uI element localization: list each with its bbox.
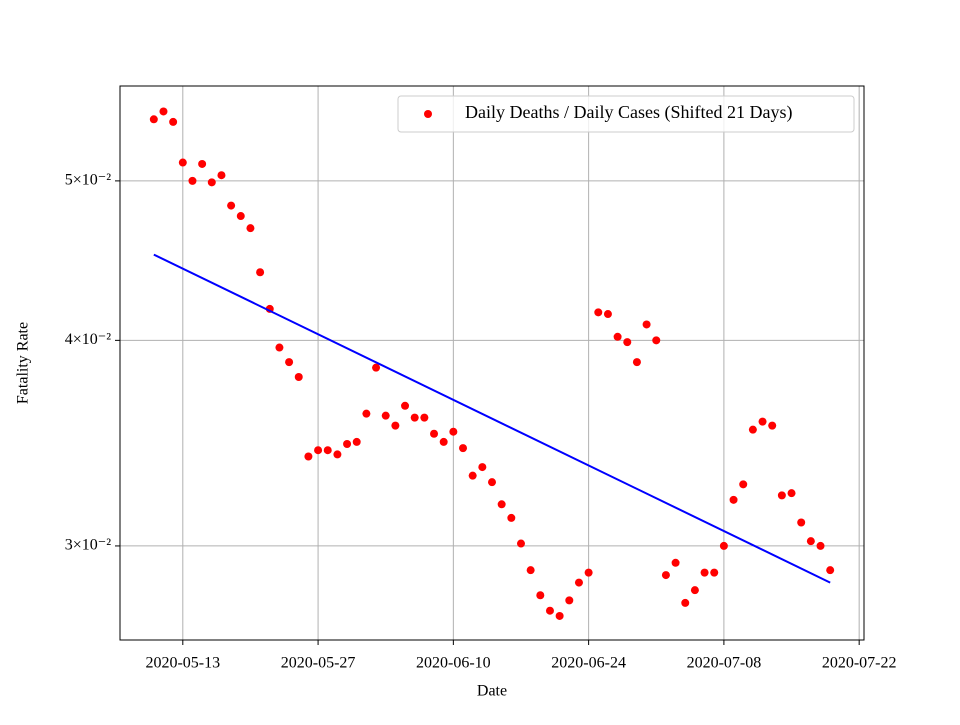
data-point [690, 586, 699, 595]
data-point [748, 425, 757, 434]
trend-line [153, 253, 831, 584]
data-point [294, 373, 303, 382]
data-point [333, 450, 342, 459]
legend: Daily Deaths / Daily Cases (Shifted 21 D… [397, 95, 855, 133]
data-point [323, 446, 332, 455]
data-point [352, 437, 361, 446]
data-point [149, 115, 158, 124]
data-point [797, 518, 806, 527]
data-point [430, 429, 439, 438]
x-tick-label: 2020-06-10 [416, 655, 491, 672]
data-point [362, 409, 371, 418]
data-point [545, 606, 554, 615]
legend-label: Daily Deaths / Daily Cases (Shifted 21 D… [465, 102, 792, 123]
data-point [391, 421, 400, 430]
data-point [806, 537, 815, 546]
data-point [497, 500, 506, 509]
y-axis-label: Fatality Rate [15, 322, 32, 404]
x-tick-label: 2020-06-24 [551, 655, 626, 672]
data-point [555, 611, 564, 620]
y-tick-label: 3×10⁻² [65, 537, 111, 554]
data-point [169, 117, 178, 126]
data-point [256, 268, 265, 277]
data-point [449, 427, 458, 436]
data-point [816, 541, 825, 550]
legend-box [397, 95, 855, 133]
data-point [777, 491, 786, 500]
data-point [372, 363, 381, 372]
data-point [507, 513, 516, 522]
data-point [410, 413, 419, 422]
data-point [671, 558, 680, 567]
data-point [536, 591, 545, 600]
data-point [526, 566, 535, 575]
data-point [603, 310, 612, 319]
data-point [217, 171, 226, 180]
data-point [275, 343, 284, 352]
data-point [652, 336, 661, 345]
data-point [343, 439, 352, 448]
data-point [739, 480, 748, 489]
data-point [459, 444, 468, 453]
data-point [758, 417, 767, 426]
data-point [285, 358, 294, 367]
data-point [826, 566, 835, 575]
data-point [584, 568, 593, 577]
data-point [468, 471, 477, 480]
data-point [188, 176, 197, 185]
data-point [516, 539, 525, 548]
x-tick-label: 2020-05-27 [281, 655, 356, 672]
data-point [488, 478, 496, 487]
data-point [719, 541, 728, 550]
data-point [314, 446, 323, 455]
data-point [574, 578, 583, 587]
data-point [381, 411, 390, 420]
data-point [632, 358, 641, 367]
data-point [236, 212, 245, 221]
y-tick-label: 4×10⁻² [65, 331, 111, 348]
data-point [420, 413, 429, 422]
data-point [246, 224, 255, 233]
data-point [227, 201, 236, 210]
plot-frame [119, 85, 865, 641]
x-tick-label: 2020-07-08 [687, 655, 762, 672]
data-point [401, 401, 410, 410]
data-point [565, 596, 574, 605]
data-point [768, 421, 777, 430]
data-point [681, 598, 690, 607]
data-point [439, 437, 448, 446]
legend-marker [424, 110, 432, 118]
data-point [207, 178, 216, 187]
data-point [304, 452, 313, 461]
data-point [178, 158, 187, 167]
data-point [159, 107, 168, 116]
data-point [478, 463, 487, 472]
data-point [594, 308, 603, 317]
data-point [700, 568, 709, 577]
data-point [729, 495, 738, 504]
data-point [623, 338, 632, 347]
x-axis-label: Date [477, 683, 507, 700]
x-tick-label: 2020-07-22 [822, 655, 897, 672]
data-point [642, 320, 651, 329]
data-point [613, 332, 622, 341]
data-point [710, 568, 719, 577]
data-point [787, 489, 796, 498]
data-point [198, 159, 207, 168]
data-point [661, 571, 670, 580]
x-tick-label: 2020-05-13 [145, 655, 220, 672]
y-tick-label: 5×10⁻² [65, 172, 111, 189]
